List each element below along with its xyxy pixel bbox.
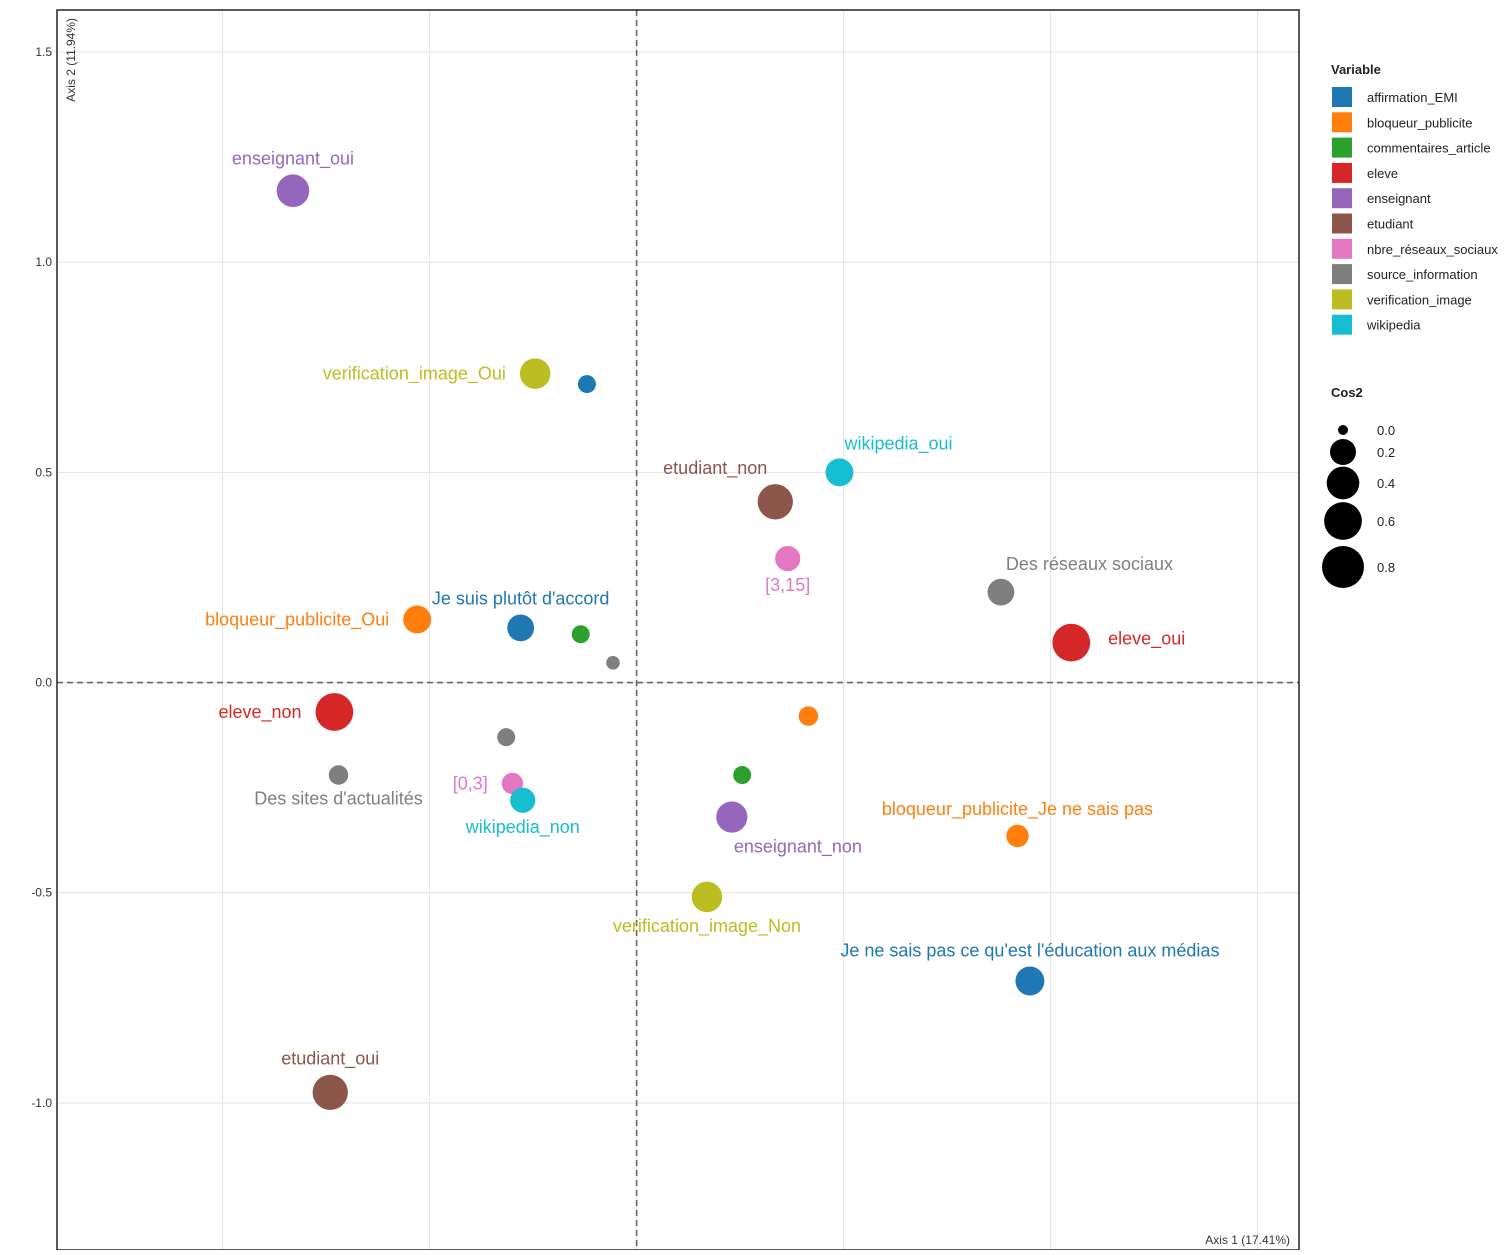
data-point-4 bbox=[825, 458, 854, 487]
data-point-15 bbox=[733, 766, 752, 785]
y-tick-label: 1.0 bbox=[35, 255, 52, 269]
point-label: etudiant_non bbox=[663, 458, 767, 479]
data-point-12 bbox=[315, 693, 354, 731]
legend-variable-label: bloqueur_publicite bbox=[1367, 115, 1473, 130]
point-label: wikipedia_non bbox=[465, 817, 580, 838]
y-tick-labels: 1.5 1.0 0.5 0.0 -0.5 -1.0 bbox=[31, 45, 52, 1110]
data-points bbox=[276, 174, 1091, 1111]
legend-cos2-label: 0.4 bbox=[1377, 476, 1395, 491]
legend-swatch bbox=[1332, 87, 1352, 107]
y-tick-label: 1.5 bbox=[35, 45, 52, 59]
point-labels: enseignant_oui verification_image_Ouietud… bbox=[205, 148, 1219, 1069]
data-point-1 bbox=[519, 358, 551, 389]
point-label: Des réseaux sociaux bbox=[1006, 554, 1173, 574]
legend-size-dot bbox=[1326, 466, 1360, 500]
data-point-3 bbox=[757, 484, 793, 520]
point-label: enseignant_non bbox=[734, 837, 862, 858]
data-point-2 bbox=[577, 375, 596, 394]
legend-cos2-label: 0.0 bbox=[1377, 423, 1395, 438]
point-label: [0,3] bbox=[453, 773, 488, 793]
data-point-22 bbox=[1015, 966, 1045, 996]
point-label: etudiant_oui bbox=[281, 1049, 379, 1070]
legend-size-dot bbox=[1338, 425, 1348, 435]
data-point-10 bbox=[571, 625, 590, 644]
point-label: eleve_non bbox=[218, 702, 301, 723]
data-point-19 bbox=[716, 801, 748, 833]
data-point-18 bbox=[510, 787, 536, 813]
legend-size-dot bbox=[1330, 439, 1356, 465]
legend-variable-title: Variable bbox=[1331, 62, 1381, 77]
legend-swatch bbox=[1332, 264, 1352, 285]
legend-variable-label: eleve bbox=[1367, 166, 1398, 181]
x-axis-title: Axis 1 (17.41%) bbox=[1205, 1233, 1290, 1247]
legend-cos2-title: Cos2 bbox=[1331, 385, 1363, 400]
legend-variable-label: verification_image bbox=[1367, 292, 1472, 307]
legend-variable: Variable affirmation_EMI bloqueur_publici… bbox=[1331, 62, 1498, 335]
legend-variable-label: wikipedia bbox=[1366, 318, 1421, 333]
point-label: Je suis plutôt d'accord bbox=[432, 589, 610, 609]
data-point-13 bbox=[497, 728, 516, 747]
legend-swatch bbox=[1332, 137, 1352, 158]
data-point-7 bbox=[1052, 623, 1091, 662]
legend-swatch bbox=[1332, 188, 1352, 209]
point-label: bloqueur_publicite_Je ne sais pas bbox=[882, 799, 1153, 820]
legend-size-dot bbox=[1322, 546, 1364, 588]
legend-swatch bbox=[1332, 162, 1352, 183]
reference-lines bbox=[57, 10, 1299, 1250]
legend-cos2: Cos2 0.0 0.2 0.4 0.6 0.8 bbox=[1322, 385, 1395, 588]
y-tick-label: 0.0 bbox=[35, 676, 52, 690]
legend-swatch bbox=[1332, 112, 1352, 133]
y-tick-label: 0.5 bbox=[35, 465, 52, 479]
y-axis-title: Axis 2 (11.94%) bbox=[64, 18, 78, 102]
legend-variable-label: etudiant bbox=[1367, 217, 1414, 232]
legend-cos2-label: 0.8 bbox=[1377, 560, 1395, 575]
legend-cos2-label: 0.2 bbox=[1377, 445, 1395, 460]
point-label: Je ne sais pas ce qu'est l'éducation aux… bbox=[840, 941, 1219, 961]
legend-variable-label: source_information bbox=[1367, 267, 1478, 282]
legend-swatch bbox=[1332, 314, 1352, 335]
point-label: verification_image_Oui bbox=[323, 364, 506, 385]
point-label: Des sites d'actualités bbox=[254, 789, 423, 809]
data-point-8 bbox=[507, 614, 535, 642]
point-label: verification_image_Non bbox=[613, 916, 801, 937]
data-point-6 bbox=[987, 578, 1015, 606]
point-label: wikipedia_oui bbox=[843, 433, 952, 454]
data-point-21 bbox=[691, 881, 723, 913]
legend-cos2-label: 0.6 bbox=[1377, 514, 1395, 529]
legend-variable-label: nbre_réseaux_sociaux bbox=[1367, 242, 1498, 257]
data-point-16 bbox=[328, 765, 349, 785]
data-point-20 bbox=[1006, 824, 1029, 848]
y-tick-label: -0.5 bbox=[31, 886, 52, 900]
legend-swatch bbox=[1332, 213, 1352, 234]
data-point-5 bbox=[775, 545, 801, 572]
legend-variable-label: commentaires_article bbox=[1367, 141, 1491, 156]
data-point-11 bbox=[606, 655, 620, 670]
data-point-23 bbox=[312, 1074, 348, 1111]
data-point-0 bbox=[276, 174, 310, 208]
legend-size-dot bbox=[1324, 502, 1362, 540]
point-label: eleve_oui bbox=[1108, 629, 1185, 650]
point-label: enseignant_oui bbox=[232, 148, 354, 169]
legend-swatch bbox=[1332, 238, 1352, 259]
point-label: bloqueur_publicite_Oui bbox=[205, 609, 389, 630]
point-label: [3,15] bbox=[765, 575, 810, 595]
legend-swatch bbox=[1332, 289, 1352, 310]
legend-variable-label: enseignant bbox=[1367, 191, 1431, 206]
y-tick-label: -1.0 bbox=[31, 1096, 52, 1110]
data-point-9 bbox=[403, 605, 432, 634]
data-point-14 bbox=[798, 706, 819, 726]
legend-variable-label: affirmation_EMI bbox=[1367, 90, 1458, 105]
